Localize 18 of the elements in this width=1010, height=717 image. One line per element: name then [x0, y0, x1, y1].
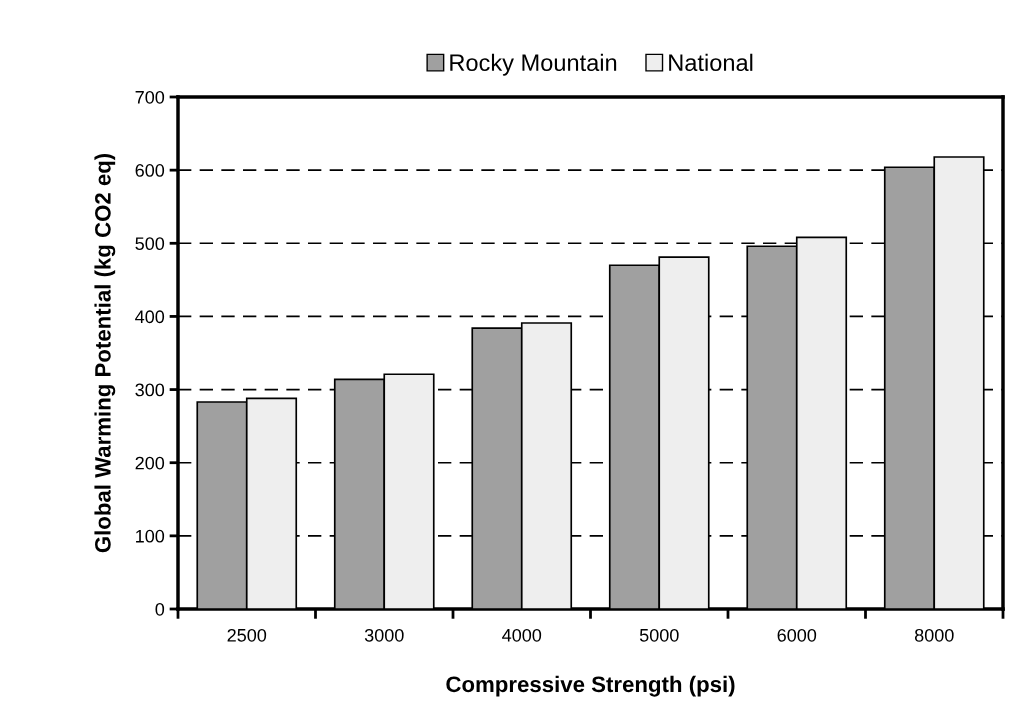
y-tick-label: 0 [155, 602, 165, 616]
y-tick-label: 500 [135, 237, 165, 251]
x-tick-label: 2500 [227, 628, 267, 642]
legend-label: Rocky Mountain [450, 53, 617, 76]
x-tick-label: 6000 [777, 628, 817, 642]
legend-label: National [669, 53, 753, 72]
y-tick-label: 600 [135, 164, 165, 177]
x-tick-label: 4000 [502, 628, 542, 642]
x-tick-label: 5000 [639, 628, 679, 642]
x-tick-label: 3000 [364, 628, 404, 642]
x-axis-title: Compressive Strength (psi) [446, 675, 735, 697]
x-tick-label: 8000 [914, 628, 954, 642]
y-tick-label: 200 [135, 456, 165, 470]
y-tick-label: 700 [135, 90, 165, 104]
y-tick-label: 300 [135, 383, 165, 397]
y-tick-label: 400 [135, 310, 165, 324]
y-axis-title: Global Warming Potential (kg CO2 eq) [94, 153, 116, 553]
y-tick-label: 100 [136, 529, 165, 543]
